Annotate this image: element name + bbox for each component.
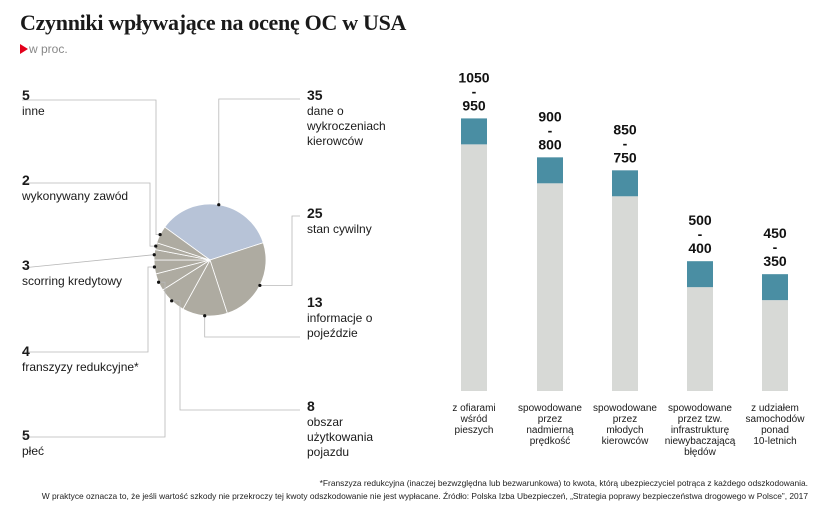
bar-value-label: - (623, 135, 628, 151)
leader-dot (157, 280, 161, 284)
bar-value-label: - (548, 122, 553, 138)
pie-label-marital-status: 25 stan cywilny (307, 204, 417, 237)
leader-line (22, 266, 155, 353)
bar-range (537, 157, 563, 184)
pie-category: inne (22, 104, 45, 118)
pie-label-credit-scoring: 3 scorring kredytowy (22, 256, 162, 289)
bar-value-label: 950 (462, 97, 486, 113)
leader-dot (158, 232, 162, 237)
pie-label-usage-area: 8 obszar użytkowania pojazdu (307, 397, 387, 460)
leader-line (171, 300, 300, 411)
pie-label-occupation: 2 wykonywany zawód (22, 171, 162, 204)
bar-range (762, 274, 788, 301)
pie-label-deductibles: 4 franszyzy redukcyjne* (22, 342, 162, 375)
pie-category: scorring kredytowy (22, 274, 123, 288)
leader-line (259, 215, 300, 286)
pie-value: 13 (307, 294, 323, 310)
leader-line (204, 315, 300, 338)
bar-value-label: 350 (763, 253, 787, 269)
bar-category-label: spowodowane przez nadmierną prędkość (518, 403, 582, 447)
pie-category: wykonywany zawód (22, 189, 129, 203)
pie-label-gender: 5 płeć (22, 426, 142, 459)
bar-base (612, 196, 638, 391)
bar-value-label: - (773, 239, 778, 255)
bar-range (687, 261, 713, 288)
bar-category-label: z ofiarami wśród pieszych (452, 403, 495, 436)
leader-line (22, 99, 161, 236)
triangle-icon (20, 44, 28, 54)
bar-base (461, 144, 487, 391)
pie-category: franszyzy redukcyjne* (22, 360, 139, 374)
bar-value-label: 850 (613, 121, 637, 137)
bar-range (612, 170, 638, 197)
pie-value: 2 (22, 172, 30, 188)
bar-base (762, 300, 788, 391)
pie-value: 35 (307, 87, 323, 103)
bar-value-label: - (698, 226, 703, 242)
footnote-line-1: *Franszyza redukcyjna (inaczej bezwzględ… (319, 478, 808, 488)
pie-label-vehicle-info: 13 informacje o pojeździe (307, 293, 387, 341)
pie-label-driver-offenses: 35 dane o wykroczeniach kierowców (307, 86, 417, 149)
chart-subtitle: w proc. (20, 42, 68, 56)
bar-category-label: z udziałem samochodów ponad 10-letnich (746, 403, 806, 447)
bar-base (687, 287, 713, 391)
bar-base (537, 183, 563, 391)
pie-value: 5 (22, 87, 30, 103)
pie-value: 5 (22, 427, 30, 443)
bar-value-label: 400 (688, 240, 712, 256)
pie-category: stan cywilny (307, 222, 372, 236)
leader-line (22, 281, 166, 438)
pie-value: 8 (307, 398, 315, 414)
pie-label-other: 5 inne (22, 86, 142, 119)
pie-leader-lines (21, 98, 300, 438)
footnote-line-2: W praktyce oznacza to, że jeśli wartość … (41, 491, 808, 501)
pie-category: informacje o pojeździe (307, 311, 373, 340)
bar-value-label: 900 (538, 108, 562, 124)
pie-category: obszar użytkowania pojazdu (307, 415, 374, 459)
bar-value-label: 1050 (458, 69, 489, 85)
bar-category-label: spowodowane przez tzw. infrastrukturę niewy… (665, 403, 736, 458)
bar-category-label: spowodowane przez młodych kierowców (593, 403, 657, 447)
leader-dot (258, 283, 262, 288)
pie-category: dane o wykroczeniach kierowców (307, 104, 386, 148)
bar-value-label: 450 (763, 225, 787, 241)
bar-value-label: 750 (613, 149, 637, 165)
pie-chart (153, 203, 267, 317)
leader-dot (203, 314, 207, 318)
bar-value-label: 800 (538, 136, 562, 152)
leader-dot (152, 265, 157, 269)
chart-title: Czynniki wpływające na ocenę OC w USA (20, 10, 407, 35)
pie-category: płeć (22, 444, 45, 458)
bar-value-label: 500 (688, 212, 712, 228)
pie-value: 4 (22, 343, 30, 359)
leader-dot (154, 244, 158, 248)
bar-range (461, 118, 487, 145)
leader-line (21, 254, 155, 269)
leader-line (218, 98, 300, 205)
unit-label: w proc. (29, 42, 68, 56)
pie-value: 25 (307, 205, 323, 221)
leader-line (22, 182, 156, 247)
pie-value: 3 (22, 257, 30, 273)
leader-dot (217, 203, 221, 207)
bar-value-label: - (472, 83, 477, 99)
leader-dot (152, 253, 156, 257)
leader-dot (170, 299, 174, 303)
